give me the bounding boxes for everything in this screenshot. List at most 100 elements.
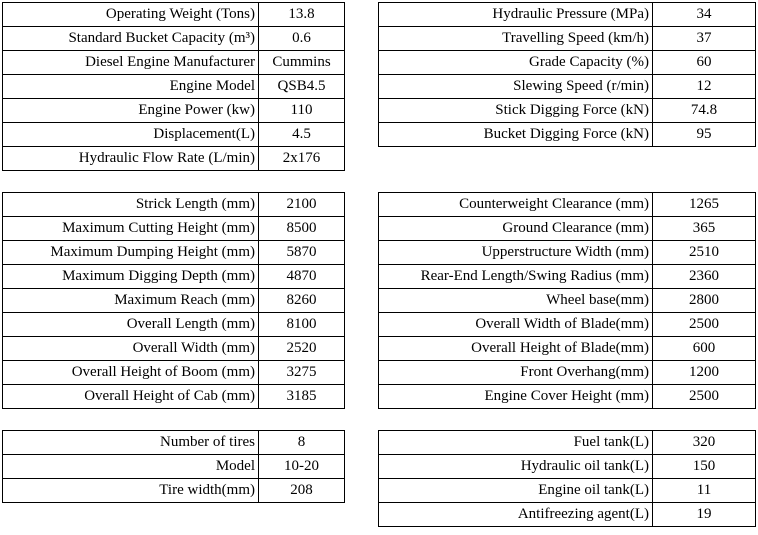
spec-label-cell: Displacement(L): [2, 122, 259, 147]
spec-value-cell: 2x176: [258, 146, 345, 171]
spec-value-cell: 2800: [652, 288, 756, 313]
spec-label-cell: Counterweight Clearance (mm): [378, 192, 653, 217]
spec-label-cell: Overall Length (mm): [2, 312, 259, 337]
spec-row: Tire width(mm) 208: [2, 478, 345, 503]
spec-value-cell: 4870: [258, 264, 345, 289]
spec-value-cell: 34: [652, 2, 756, 27]
spec-value-cell: 11: [652, 478, 756, 503]
spec-label-cell: Overall Height of Blade(mm): [378, 336, 653, 361]
spec-label-cell: Tire width(mm): [2, 478, 259, 503]
spec-row: Overall Height of Blade(mm) 600: [378, 336, 756, 361]
spec-value-cell: 10-20: [258, 454, 345, 479]
spec-label-cell: Engine Cover Height (mm): [378, 384, 653, 409]
spec-row: Operating Weight (Tons) 13.8: [2, 2, 345, 27]
spec-value-cell: 8100: [258, 312, 345, 337]
spec-value-cell: 8500: [258, 216, 345, 241]
spec-label-cell: Engine oil tank(L): [378, 478, 653, 503]
spec-row: Overall Height of Cab (mm) 3185: [2, 384, 345, 409]
spec-value-cell: 150: [652, 454, 756, 479]
spec-value-cell: 74.8: [652, 98, 756, 123]
spec-label-cell: Model: [2, 454, 259, 479]
spec-row: Overall Width (mm) 2520: [2, 336, 345, 361]
spec-label-cell: Overall Width (mm): [2, 336, 259, 361]
spec-value-cell: 2520: [258, 336, 345, 361]
spec-row: Front Overhang(mm) 1200: [378, 360, 756, 385]
spec-label-cell: Overall Height of Cab (mm): [2, 384, 259, 409]
spec-label-cell: Front Overhang(mm): [378, 360, 653, 385]
spec-label-cell: Overall Height of Boom (mm): [2, 360, 259, 385]
spec-value-cell: 19: [652, 502, 756, 527]
spec-label-cell: Strick Length (mm): [2, 192, 259, 217]
spec-label-cell: Operating Weight (Tons): [2, 2, 259, 27]
spec-value-cell: 3185: [258, 384, 345, 409]
spec-value-cell: 1265: [652, 192, 756, 217]
spec-row: Diesel Engine Manufacturer Cummins: [2, 50, 345, 75]
spec-label-cell: Grade Capacity (%): [378, 50, 653, 75]
tire-specs-rows: Number of tires 8 Model 10-20 Tire width…: [2, 430, 345, 503]
spec-row: Counterweight Clearance (mm) 1265: [378, 192, 756, 217]
spec-label-cell: Wheel base(mm): [378, 288, 653, 313]
spec-label-cell: Ground Clearance (mm): [378, 216, 653, 241]
spec-row: Number of tires 8: [2, 430, 345, 455]
spec-row: Overall Length (mm) 8100: [2, 312, 345, 337]
spec-label-cell: Number of tires: [2, 430, 259, 455]
working-range-rows: Strick Length (mm) 2100 Maximum Cutting …: [2, 192, 345, 409]
performance-specs-table: Hydraulic Pressure (MPa) 34 Travelling S…: [378, 2, 756, 147]
spec-row: Fuel tank(L) 320: [378, 430, 756, 455]
spec-value-cell: 3275: [258, 360, 345, 385]
spec-label-cell: Hydraulic oil tank(L): [378, 454, 653, 479]
spec-row: Rear-End Length/Swing Radius (mm) 2360: [378, 264, 756, 289]
spec-row: Overall Height of Boom (mm) 3275: [2, 360, 345, 385]
spec-row: Slewing Speed (r/min) 12: [378, 74, 756, 99]
spec-label-cell: Standard Bucket Capacity (m³): [2, 26, 259, 51]
spec-label-cell: Antifreezing agent(L): [378, 502, 653, 527]
spec-row: Wheel base(mm) 2800: [378, 288, 756, 313]
dimensions-table: Counterweight Clearance (mm) 1265 Ground…: [378, 192, 756, 409]
spec-label-cell: Rear-End Length/Swing Radius (mm): [378, 264, 653, 289]
spec-row: Standard Bucket Capacity (m³) 0.6: [2, 26, 345, 51]
spec-label-cell: Upperstructure Width (mm): [378, 240, 653, 265]
spec-label-cell: Engine Power (kw): [2, 98, 259, 123]
engine-specs-rows: Operating Weight (Tons) 13.8 Standard Bu…: [2, 2, 345, 171]
spec-row: Strick Length (mm) 2100: [2, 192, 345, 217]
spec-label-cell: Hydraulic Pressure (MPa): [378, 2, 653, 27]
spec-label-cell: Fuel tank(L): [378, 430, 653, 455]
spec-value-cell: 365: [652, 216, 756, 241]
spec-row: Grade Capacity (%) 60: [378, 50, 756, 75]
spec-value-cell: 0.6: [258, 26, 345, 51]
spec-value-cell: 2510: [652, 240, 756, 265]
spec-row: Maximum Cutting Height (mm) 8500: [2, 216, 345, 241]
spec-label-cell: Diesel Engine Manufacturer: [2, 50, 259, 75]
spec-value-cell: 110: [258, 98, 345, 123]
spec-value-cell: 600: [652, 336, 756, 361]
spec-label-cell: Overall Width of Blade(mm): [378, 312, 653, 337]
spec-value-cell: 1200: [652, 360, 756, 385]
spec-row: Travelling Speed (km/h) 37: [378, 26, 756, 51]
spec-label-cell: Maximum Reach (mm): [2, 288, 259, 313]
spec-row: Maximum Dumping Height (mm) 5870: [2, 240, 345, 265]
spec-row: Ground Clearance (mm) 365: [378, 216, 756, 241]
spec-row: Overall Width of Blade(mm) 2500: [378, 312, 756, 337]
spec-value-cell: 95: [652, 122, 756, 147]
spec-value-cell: 2360: [652, 264, 756, 289]
spec-value-cell: 2500: [652, 312, 756, 337]
fluid-capacity-table: Fuel tank(L) 320 Hydraulic oil tank(L) 1…: [378, 430, 756, 527]
spec-row: Antifreezing agent(L) 19: [378, 502, 756, 527]
spec-row: Engine Cover Height (mm) 2500: [378, 384, 756, 409]
spec-label-cell: Slewing Speed (r/min): [378, 74, 653, 99]
spec-row: Hydraulic oil tank(L) 150: [378, 454, 756, 479]
spec-row: Maximum Digging Depth (mm) 4870: [2, 264, 345, 289]
spec-label-cell: Hydraulic Flow Rate (L/min): [2, 146, 259, 171]
spec-value-cell: 5870: [258, 240, 345, 265]
working-range-table: Strick Length (mm) 2100 Maximum Cutting …: [2, 192, 345, 409]
spec-value-cell: 8: [258, 430, 345, 455]
spec-value-cell: 13.8: [258, 2, 345, 27]
spec-row: Bucket Digging Force (kN) 95: [378, 122, 756, 147]
spec-row: Displacement(L) 4.5: [2, 122, 345, 147]
spec-value-cell: 60: [652, 50, 756, 75]
spec-value-cell: Cummins: [258, 50, 345, 75]
spec-row: Upperstructure Width (mm) 2510: [378, 240, 756, 265]
tire-specs-table: Number of tires 8 Model 10-20 Tire width…: [2, 430, 345, 503]
spec-value-cell: 2100: [258, 192, 345, 217]
